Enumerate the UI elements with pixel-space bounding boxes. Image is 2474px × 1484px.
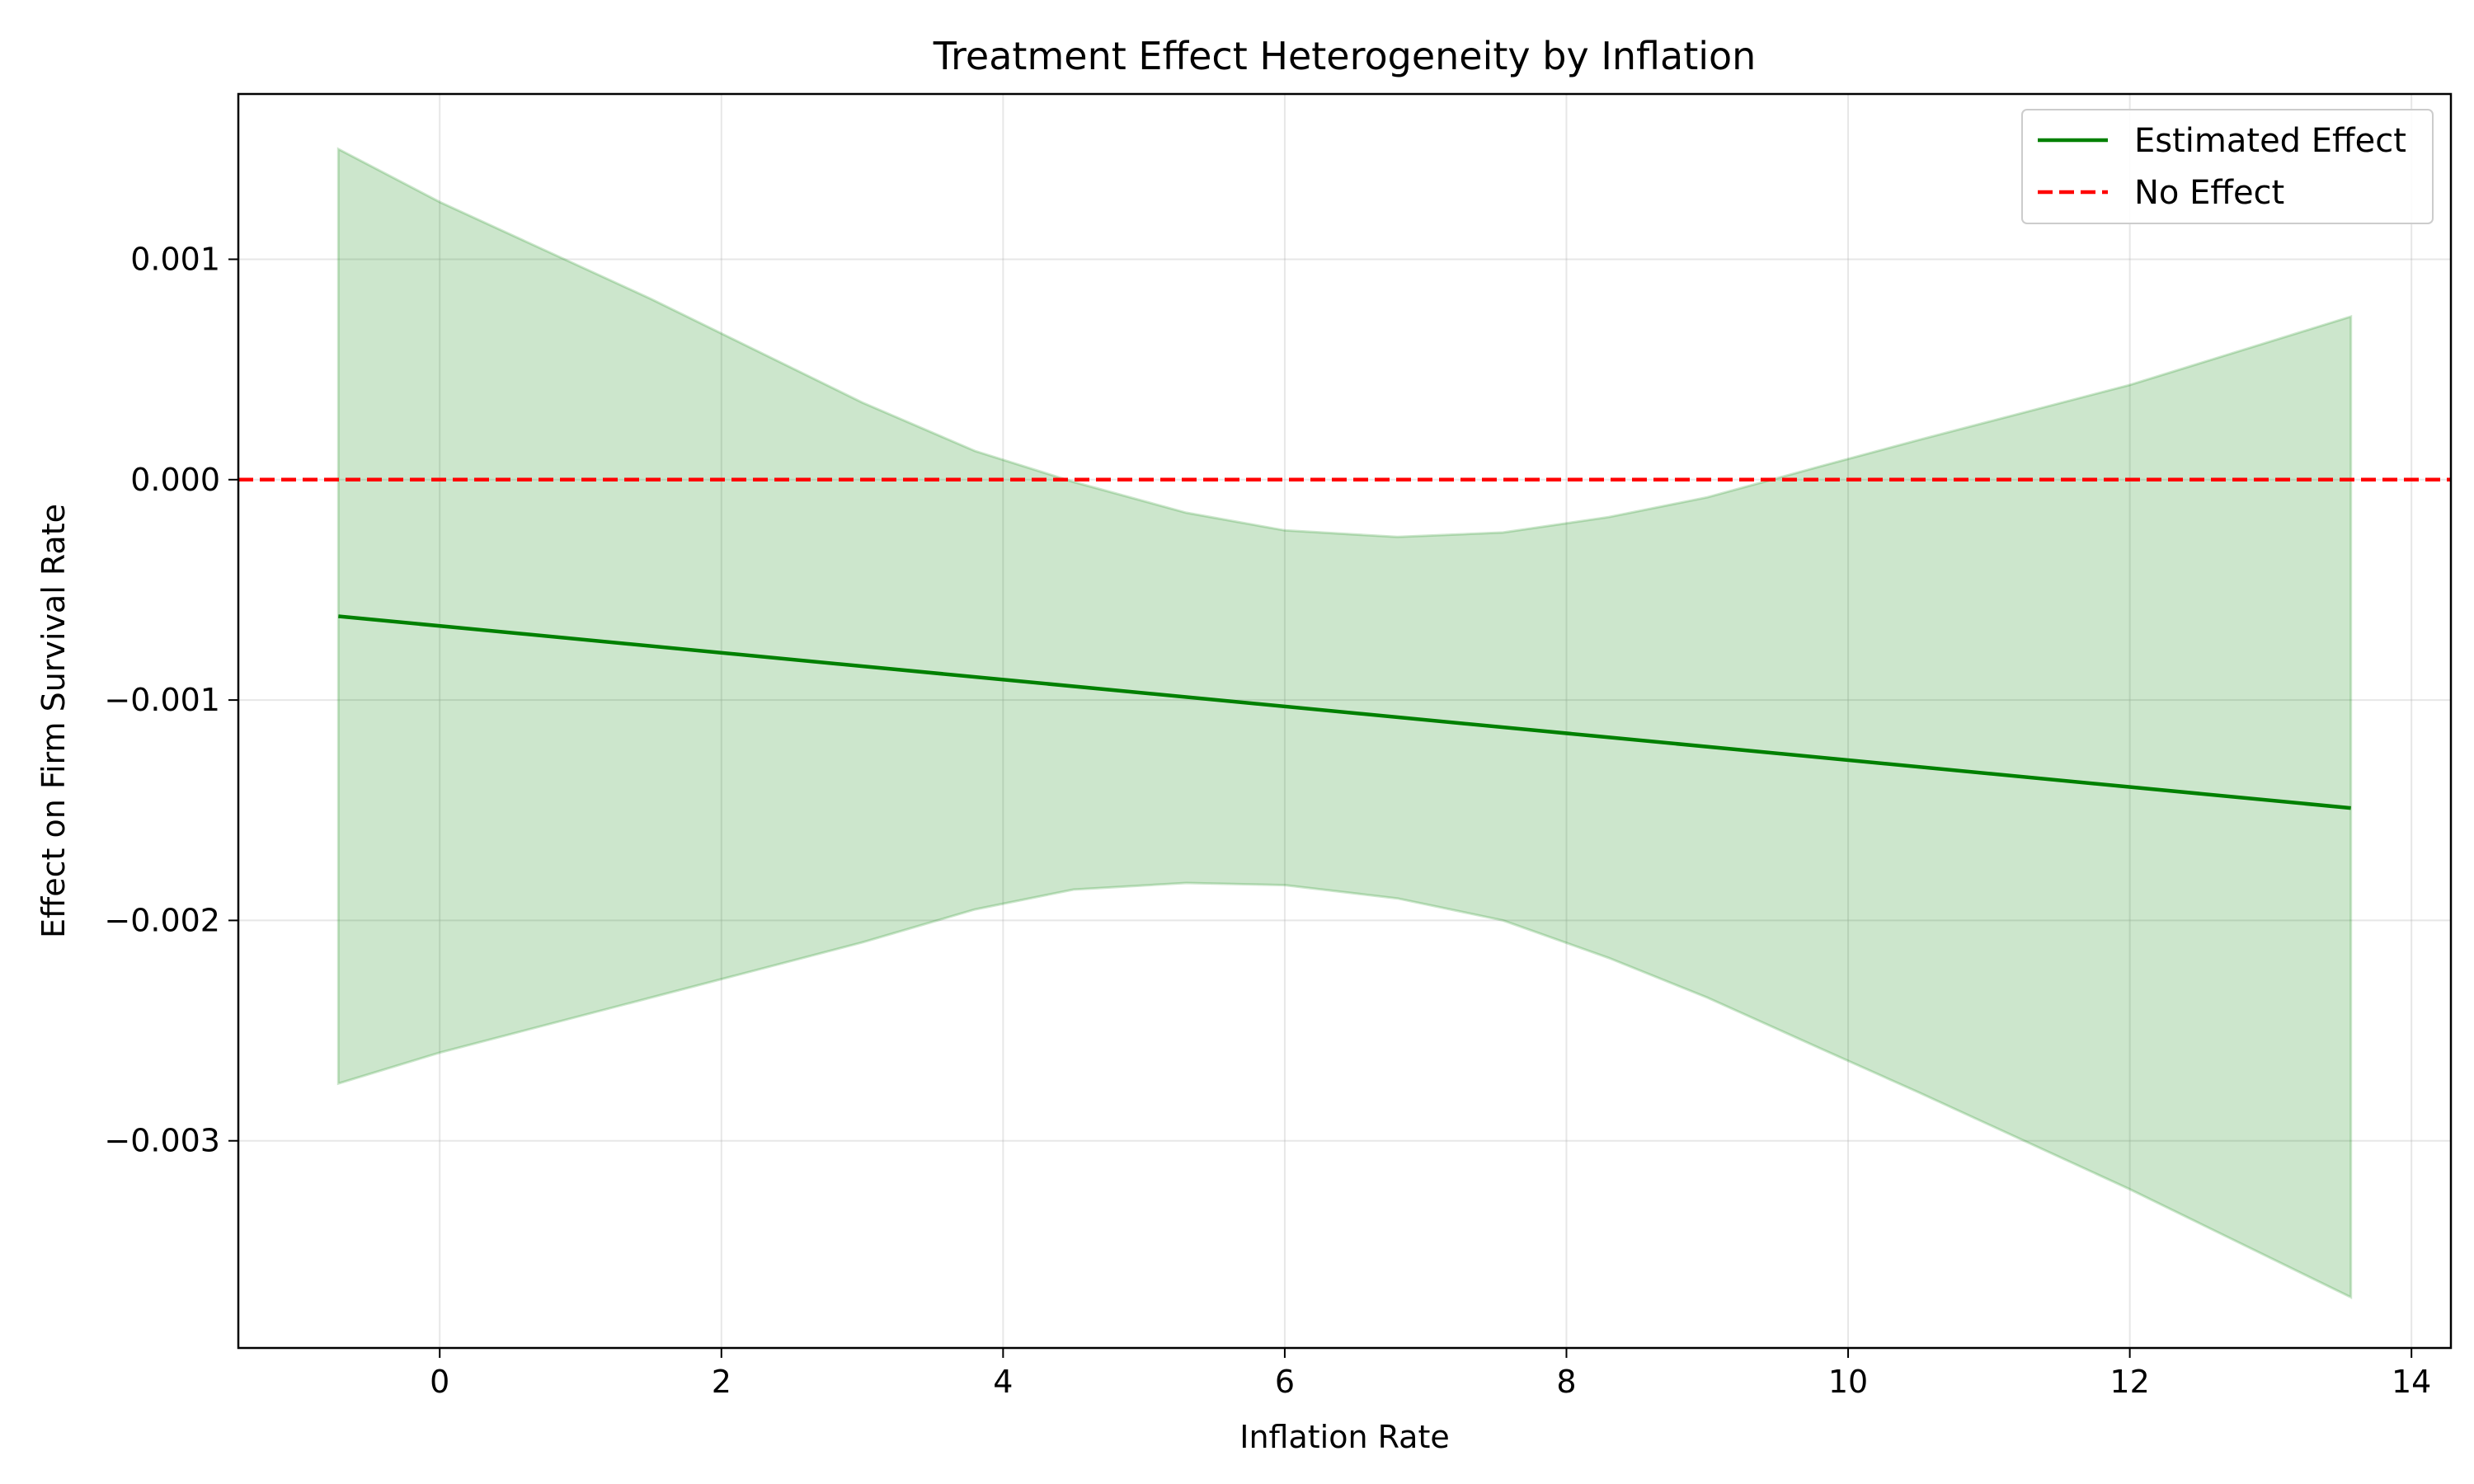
legend-label-estimated-effect: Estimated Effect <box>2134 122 2406 160</box>
x-tick-label: 8 <box>1556 1364 1576 1400</box>
x-axis-ticks: 0 2 4 6 8 10 12 14 <box>430 1348 2431 1400</box>
legend: Estimated Effect No Effect <box>2021 109 2434 224</box>
confidence-band <box>336 147 2353 1299</box>
x-tick-label: 12 <box>2109 1364 2149 1400</box>
chart-title: Treatment Effect Heterogeneity by Inflat… <box>933 34 1757 78</box>
y-tick-label: 0.000 <box>130 462 220 498</box>
y-tick-label: 0.001 <box>130 241 220 277</box>
legend-box <box>2021 109 2434 224</box>
x-tick-label: 6 <box>1275 1364 1295 1400</box>
legend-label-no-effect: No Effect <box>2134 174 2284 212</box>
x-axis-label: Inflation Rate <box>1239 1419 1450 1455</box>
x-tick-label: 10 <box>1828 1364 1868 1400</box>
x-tick-label: 2 <box>712 1364 731 1400</box>
plot-frame <box>237 92 2453 1350</box>
x-tick-label: 4 <box>993 1364 1013 1400</box>
estimated-effect-line <box>338 614 2351 810</box>
y-tick-label: −0.002 <box>104 902 220 938</box>
y-axis-label: Effect on Firm Survival Rate <box>35 504 72 938</box>
y-axis-ticks: 0.001 0.000 −0.001 −0.002 −0.003 <box>104 241 238 1159</box>
x-tick-label: 0 <box>430 1364 449 1400</box>
x-tick-label: 14 <box>2392 1364 2431 1400</box>
y-tick-label: −0.001 <box>104 682 220 718</box>
y-tick-label: −0.003 <box>104 1123 220 1159</box>
